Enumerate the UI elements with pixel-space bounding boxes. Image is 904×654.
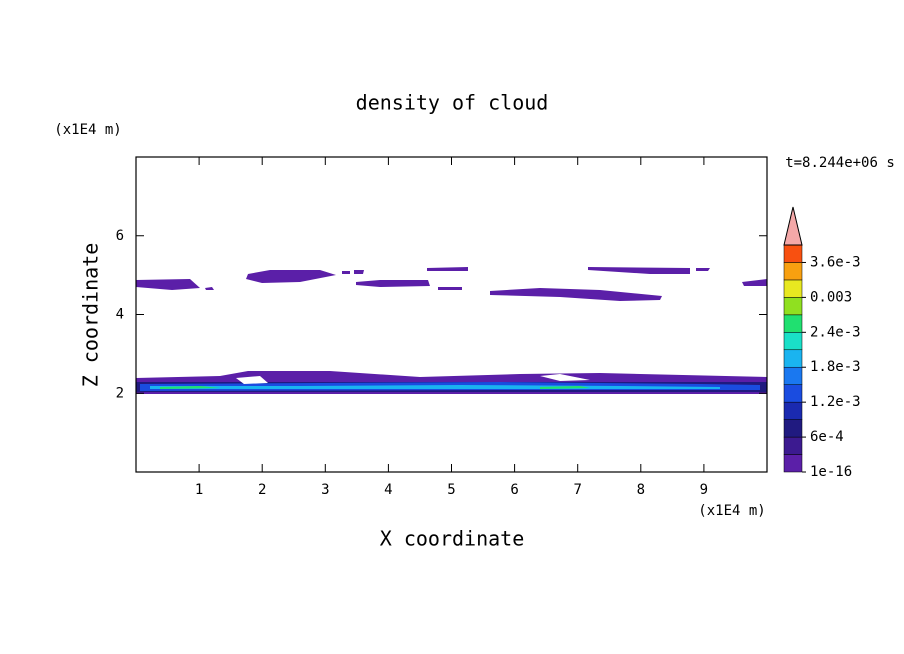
colorbar-band [783, 244, 803, 263]
colorbar-band [783, 419, 803, 438]
y-tick-label: 4 [116, 307, 124, 323]
colorbar-tick-label: 0.003 [810, 289, 852, 305]
x-tick-label: 6 [510, 482, 518, 498]
x-tick-label: 5 [447, 482, 455, 498]
colorbar-tick-label: 1.8e-3 [810, 359, 861, 375]
contour-region [342, 270, 364, 274]
contour-region [236, 374, 590, 384]
colorbar-band [783, 401, 803, 420]
contour-region [427, 267, 468, 290]
x-tick-label: 8 [637, 482, 645, 498]
colorbar-band [783, 262, 803, 281]
time-label: t=8.244e+06 s [785, 155, 895, 171]
x-tick-label: 3 [321, 482, 329, 498]
contour-region [588, 267, 710, 274]
colorbar-tick-label: 1.2e-3 [810, 394, 861, 410]
colorbar-tick-label: 1e-16 [810, 464, 852, 480]
contour-region [356, 280, 430, 287]
colorbar-band [783, 366, 803, 385]
colorbar-band [783, 297, 803, 316]
colorbar-band [783, 332, 803, 351]
x-unit: (x1E4 m) [698, 503, 765, 519]
colorbar-band [783, 454, 803, 473]
contour-region [742, 279, 767, 286]
contour-region [205, 287, 214, 290]
colorbar-tick-label: 3.6e-3 [810, 254, 861, 270]
colorbar-band [783, 384, 803, 403]
chart-title: density of cloud [356, 91, 549, 115]
plot-frame [135, 156, 768, 473]
colorbar-band [783, 279, 803, 298]
contour-region [160, 386, 590, 389]
x-tick-label: 2 [258, 482, 266, 498]
x-axis-label: X coordinate [380, 527, 525, 551]
contour-region [136, 279, 200, 290]
colorbar-band [783, 436, 803, 455]
y-tick-label: 2 [116, 385, 124, 401]
colorbar-tick-label: 6e-4 [810, 429, 844, 445]
colorbar-extension [783, 206, 803, 246]
x-tick-label: 7 [573, 482, 581, 498]
x-tick-label: 1 [195, 482, 203, 498]
contour-field [136, 267, 767, 394]
y-axis-label: Z coordinate [79, 243, 103, 388]
y-unit: (x1E4 m) [54, 122, 121, 138]
y-tick-label: 6 [116, 228, 124, 244]
colorbar-band [783, 349, 803, 368]
colorbar-tick-label: 2.4e-3 [810, 324, 861, 340]
contour-region [490, 288, 662, 301]
x-tick-label: 9 [700, 482, 708, 498]
x-tick-label: 4 [384, 482, 392, 498]
contour-region [246, 270, 336, 283]
colorbar-band [783, 314, 803, 333]
